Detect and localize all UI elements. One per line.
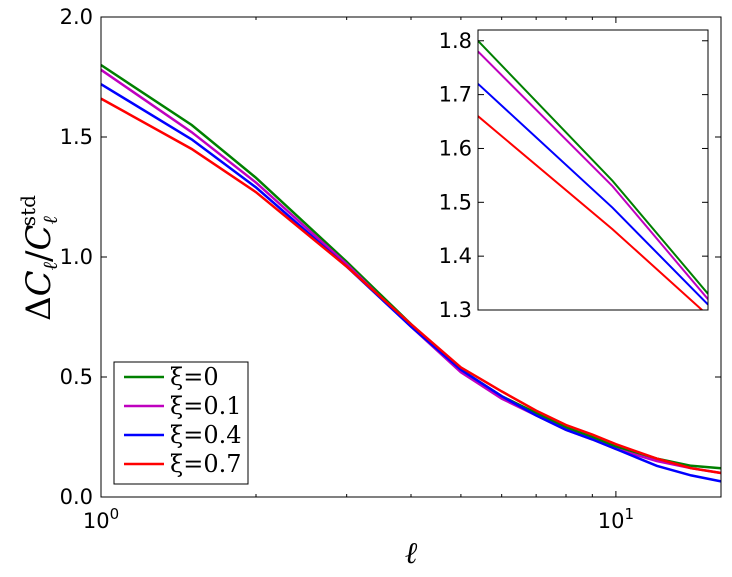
x-tick-label-0: 100 [83,505,119,533]
legend-label-1: ξ=0.1 [170,392,242,420]
y-label-sub2: ℓ [38,216,62,225]
inset-y-tick-label-3: 1.6 [439,136,472,160]
y-tick-label-4: 2.0 [60,5,93,29]
x-tick-label-1: 101 [598,505,634,533]
inset-series-line-3 [478,115,704,310]
main-series-line-3 [100,97,722,475]
legend-label-3: ξ=0.7 [170,450,242,478]
inset-axis-ticks: 1.3 1.4 1.5 1.6 1.7 1.8 [439,29,708,322]
y-label-slash: / [19,250,59,262]
inset-plot-frame [477,29,709,311]
main-axis-ticks: 0.0 0.5 1.0 1.5 2.0 100 101 [60,5,721,533]
inset-y-tick-label-0: 1.3 [439,298,472,322]
inset-series-line-0 [478,40,708,295]
main-plot-frame [100,16,722,498]
inset-y-tick-label-1: 1.4 [439,244,472,268]
y-label-main: Δ [19,296,59,321]
inset-series-line-1 [478,50,708,300]
y-label-c: C [19,270,59,296]
inset-y-tick-label-5: 1.8 [439,29,472,53]
inset-y-tick-label-2: 1.5 [439,190,472,214]
inset-series-line-2 [478,83,708,306]
legend-label-2: ξ=0.4 [170,421,242,449]
x-axis-label: ℓ [405,536,418,571]
y-tick-label-3: 1.5 [60,125,93,149]
svg-text:ΔCℓ/Cℓstd: ΔCℓ/Cℓstd [16,195,62,321]
y-label-sup: std [16,195,40,226]
main-plot-lines [100,63,722,483]
legend: ξ=0ξ=0.1ξ=0.4ξ=0.7 [113,361,249,485]
y-label-sub: ℓ [38,261,62,270]
y-label-c2: C [19,225,59,251]
inset-plot-lines [478,40,708,310]
inset-y-tick-label-4: 1.7 [439,83,472,107]
inset-background [478,30,708,310]
main-series-line-2 [100,83,722,483]
y-tick-label-1: 0.5 [60,365,93,389]
y-tick-label-2: 1.0 [60,245,93,269]
inset-plot: 1.3 1.4 1.5 1.6 1.7 1.8 [439,29,709,322]
y-axis-label: ΔCℓ/Cℓstd [16,195,62,321]
legend-label-0: ξ=0 [170,363,219,391]
y-tick-label-0: 0.0 [60,485,93,509]
